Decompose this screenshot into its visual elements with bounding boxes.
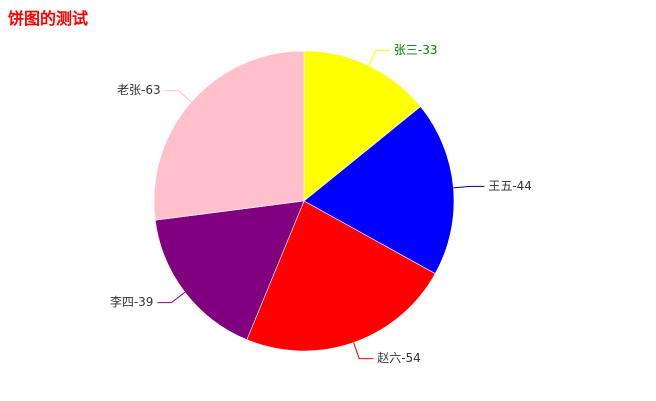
pie-label-line-1 <box>368 49 390 66</box>
pie-slice-4[interactable] <box>154 200 305 341</box>
pie-label-2: 王五-44 <box>488 179 532 193</box>
pie-label-line-2 <box>453 185 485 189</box>
pie-label-4: 李四-39 <box>110 294 154 309</box>
pie-label-line-3 <box>353 342 374 360</box>
pie-labels: 张三-33 王五-44 赵六-54 李四-39 老张-63 <box>110 43 532 365</box>
pie-label-3: 赵六-54 <box>377 351 421 365</box>
chart-title: 饼图的测试 <box>8 9 89 28</box>
pie-slices <box>153 50 455 352</box>
pie-label-5: 老张-63 <box>117 83 161 97</box>
pie-label-1: 张三-33 <box>394 43 438 57</box>
pie-label-line-5 <box>164 90 192 103</box>
pie-label-line-4 <box>157 291 186 304</box>
pie-slice-3[interactable] <box>246 200 436 352</box>
pie-slice-5[interactable] <box>153 50 305 221</box>
